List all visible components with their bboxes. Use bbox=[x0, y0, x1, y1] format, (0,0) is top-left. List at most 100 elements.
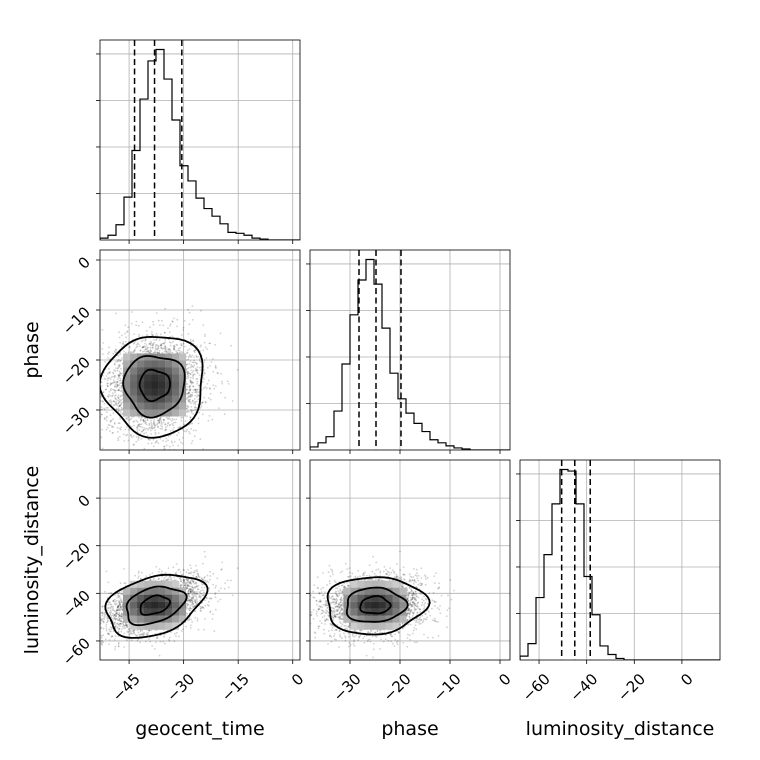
sample-point bbox=[149, 352, 152, 354]
sample-point bbox=[195, 407, 198, 409]
sample-point bbox=[184, 420, 187, 422]
sample-point bbox=[169, 351, 172, 354]
sample-point bbox=[198, 384, 201, 387]
sample-point bbox=[194, 406, 197, 408]
sample-point bbox=[214, 596, 217, 599]
sample-point bbox=[199, 366, 201, 369]
sample-point bbox=[195, 602, 198, 605]
sample-point bbox=[196, 600, 199, 603]
sample-point bbox=[195, 400, 198, 403]
sample-point bbox=[112, 352, 115, 355]
sample-point bbox=[199, 345, 202, 348]
sample-point bbox=[156, 348, 159, 350]
sample-point bbox=[124, 428, 127, 431]
sample-point bbox=[152, 438, 155, 441]
sample-point bbox=[113, 381, 116, 384]
sample-point bbox=[120, 394, 122, 397]
sample-point bbox=[180, 584, 183, 587]
sample-point bbox=[191, 361, 194, 364]
sample-point bbox=[194, 351, 196, 354]
sample-point bbox=[203, 550, 206, 553]
density-cell bbox=[165, 353, 173, 361]
sample-point bbox=[124, 332, 126, 335]
sample-point bbox=[154, 424, 157, 427]
sample-point bbox=[188, 391, 191, 394]
sample-point bbox=[173, 347, 175, 350]
sample-point bbox=[144, 428, 147, 431]
sample-point bbox=[105, 428, 108, 431]
sample-point bbox=[117, 358, 120, 361]
sample-point bbox=[190, 410, 193, 413]
sample-point bbox=[141, 346, 144, 349]
sample-point bbox=[145, 344, 148, 346]
sample-point bbox=[191, 605, 194, 607]
sample-point bbox=[175, 563, 178, 565]
sample-point bbox=[146, 349, 149, 352]
sample-point bbox=[192, 381, 195, 384]
sample-point bbox=[108, 346, 110, 349]
sample-point bbox=[187, 584, 190, 587]
sample-point bbox=[190, 567, 193, 569]
sample-point bbox=[195, 596, 198, 599]
sample-point bbox=[121, 601, 124, 604]
sample-point bbox=[115, 399, 118, 401]
sample-point bbox=[197, 395, 200, 397]
sample-point bbox=[204, 333, 206, 336]
sample-point bbox=[108, 632, 110, 635]
sample-point bbox=[196, 570, 199, 573]
sample-point bbox=[117, 605, 120, 607]
sample-point bbox=[156, 440, 158, 442]
sample-point bbox=[131, 632, 134, 635]
sample-point bbox=[187, 377, 190, 379]
sample-point bbox=[117, 600, 120, 602]
sample-point bbox=[173, 317, 175, 320]
sample-point bbox=[189, 380, 192, 382]
sample-point bbox=[150, 429, 152, 432]
sample-point bbox=[193, 373, 196, 376]
sample-point bbox=[110, 403, 113, 405]
sample-point bbox=[167, 350, 170, 353]
sample-point bbox=[236, 368, 239, 371]
sample-point bbox=[192, 361, 195, 364]
sample-point bbox=[127, 428, 130, 431]
sample-point bbox=[206, 348, 209, 350]
sample-point bbox=[100, 436, 103, 439]
sample-point bbox=[186, 383, 189, 385]
sample-point bbox=[119, 382, 121, 385]
sample-point bbox=[221, 568, 223, 571]
sample-point bbox=[106, 379, 109, 382]
sample-point bbox=[139, 630, 142, 633]
sample-point bbox=[190, 365, 193, 368]
sample-point bbox=[185, 571, 188, 574]
sample-point bbox=[191, 580, 194, 583]
sample-point bbox=[105, 419, 108, 422]
sample-point bbox=[137, 577, 140, 579]
sample-point bbox=[190, 603, 193, 606]
sample-point bbox=[108, 611, 111, 614]
sample-point bbox=[140, 633, 143, 636]
sample-point bbox=[115, 401, 118, 404]
sample-point bbox=[118, 404, 121, 407]
sample-point bbox=[192, 374, 195, 377]
sample-point bbox=[182, 628, 184, 631]
sample-point bbox=[118, 374, 121, 377]
sample-point bbox=[179, 425, 181, 428]
sample-point bbox=[156, 349, 159, 351]
sample-point bbox=[142, 634, 145, 637]
sample-point bbox=[168, 348, 171, 351]
sample-point bbox=[158, 418, 161, 420]
sample-point bbox=[194, 592, 197, 595]
sample-point bbox=[118, 389, 120, 392]
sample-point bbox=[187, 603, 190, 606]
sample-point bbox=[158, 654, 161, 657]
sample-point bbox=[192, 339, 195, 342]
sample-point bbox=[120, 399, 122, 402]
sample-point bbox=[221, 380, 223, 383]
sample-point bbox=[185, 407, 188, 410]
sample-point bbox=[209, 392, 212, 395]
sample-point bbox=[144, 422, 147, 425]
sample-point bbox=[170, 578, 173, 581]
sample-point bbox=[133, 351, 135, 354]
density-cell bbox=[130, 381, 138, 389]
sample-point bbox=[135, 320, 138, 323]
